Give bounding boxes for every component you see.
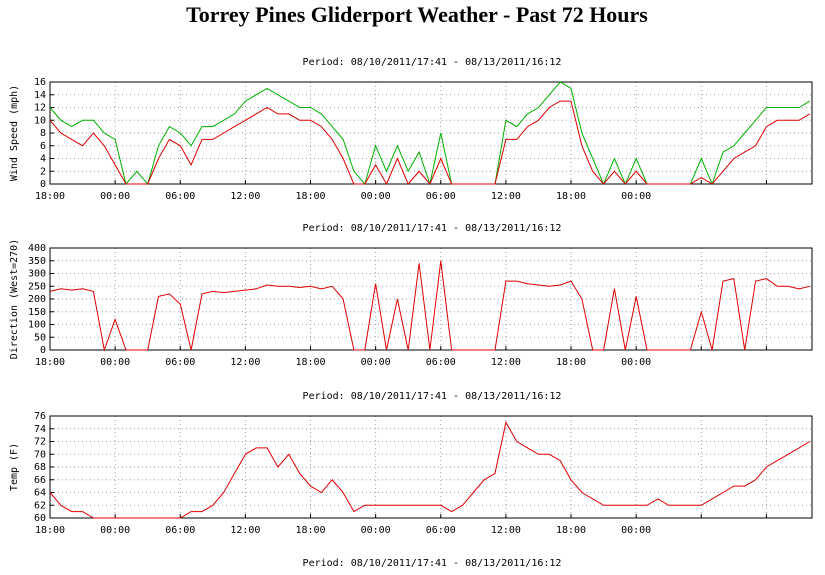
y-axis-label: Wind Speed (mph) [9, 85, 20, 181]
x-tick-label: 00:00 [621, 525, 651, 536]
x-tick-label: 00:00 [361, 191, 391, 202]
y-tick-label: 76 [34, 411, 46, 422]
plot-frame [49, 415, 813, 519]
y-tick-label: 6 [40, 141, 46, 152]
plot-frame [49, 247, 813, 351]
x-tick-label: 18:00 [295, 525, 325, 536]
y-tick-label: 72 [34, 437, 46, 448]
y-axis-label: Temp (F) [9, 443, 20, 491]
x-tick-label: 18:00 [295, 357, 325, 368]
x-tick-label: 00:00 [100, 525, 130, 536]
y-tick-label: 250 [28, 281, 46, 292]
y-tick-label: 0 [40, 179, 46, 190]
x-tick-label: 12:00 [491, 525, 521, 536]
y-tick-label: 300 [28, 269, 46, 280]
y-tick-label: 50 [34, 332, 46, 343]
x-tick-label: 18:00 [35, 357, 65, 368]
x-tick-label: 18:00 [556, 191, 586, 202]
x-tick-label: 12:00 [230, 191, 260, 202]
y-tick-label: 150 [28, 307, 46, 318]
x-tick-label: 18:00 [35, 525, 65, 536]
series-line [49, 260, 810, 352]
y-tick-label: 62 [34, 500, 46, 511]
x-tick-label: 18:00 [295, 191, 325, 202]
x-tick-label: 12:00 [230, 525, 260, 536]
x-tick-label: 18:00 [556, 525, 586, 536]
y-tick-label: 16 [34, 77, 46, 88]
footer-period: Period: 08/10/2011/17:41 - 08/13/2011/16… [303, 558, 562, 569]
series-line [49, 81, 811, 186]
x-tick-label: 06:00 [426, 357, 456, 368]
plot-frame [49, 81, 813, 185]
series-line [49, 421, 811, 519]
x-tick-label: 00:00 [100, 357, 130, 368]
y-tick-label: 100 [28, 320, 46, 331]
chart-subtitle: Period: 08/10/2011/17:41 - 08/13/2011/16… [303, 391, 562, 402]
x-tick-label: 00:00 [361, 357, 391, 368]
y-tick-label: 200 [28, 294, 46, 305]
y-tick-label: 60 [34, 513, 46, 524]
x-tick-label: 06:00 [165, 191, 195, 202]
x-tick-label: 12:00 [230, 357, 260, 368]
chart-subtitle: Period: 08/10/2011/17:41 - 08/13/2011/16… [303, 57, 562, 68]
x-tick-label: 18:00 [556, 357, 586, 368]
y-tick-label: 66 [34, 475, 46, 486]
y-axis-label: Direction (West=270) [9, 239, 20, 359]
y-tick-label: 350 [28, 256, 46, 267]
x-tick-label: 06:00 [165, 525, 195, 536]
x-tick-label: 18:00 [35, 191, 65, 202]
x-tick-label: 00:00 [100, 191, 130, 202]
y-tick-label: 68 [34, 462, 46, 473]
x-tick-label: 06:00 [165, 357, 195, 368]
x-tick-label: 00:00 [621, 357, 651, 368]
y-tick-label: 74 [34, 424, 46, 435]
y-tick-label: 8 [40, 128, 46, 139]
y-tick-label: 64 [34, 488, 46, 499]
y-tick-label: 4 [40, 154, 46, 165]
y-tick-label: 0 [40, 345, 46, 356]
y-tick-label: 10 [34, 115, 46, 126]
x-tick-label: 00:00 [621, 191, 651, 202]
x-tick-label: 00:00 [361, 525, 391, 536]
y-tick-label: 70 [34, 449, 46, 460]
x-tick-label: 12:00 [491, 357, 521, 368]
chart-subtitle: Period: 08/10/2011/17:41 - 08/13/2011/16… [303, 223, 562, 234]
y-tick-label: 12 [34, 103, 46, 114]
y-tick-label: 2 [40, 166, 46, 177]
x-tick-label: 06:00 [426, 191, 456, 202]
series-line [49, 100, 811, 186]
y-tick-label: 14 [34, 90, 46, 101]
page-title: Torrey Pines Gliderport Weather - Past 7… [186, 2, 648, 27]
x-tick-label: 12:00 [491, 191, 521, 202]
x-tick-label: 06:00 [426, 525, 456, 536]
y-tick-label: 400 [28, 243, 46, 254]
